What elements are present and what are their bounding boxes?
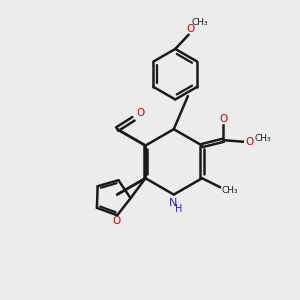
- Text: O: O: [136, 108, 144, 118]
- Text: CH₃: CH₃: [191, 18, 208, 27]
- Text: H: H: [176, 204, 183, 214]
- Text: O: O: [112, 216, 121, 226]
- Text: CH₃: CH₃: [254, 134, 271, 142]
- Text: CH₃: CH₃: [221, 186, 238, 195]
- Text: O: O: [245, 137, 254, 147]
- Text: N: N: [169, 198, 177, 208]
- Text: O: O: [186, 24, 194, 34]
- Text: O: O: [219, 114, 228, 124]
